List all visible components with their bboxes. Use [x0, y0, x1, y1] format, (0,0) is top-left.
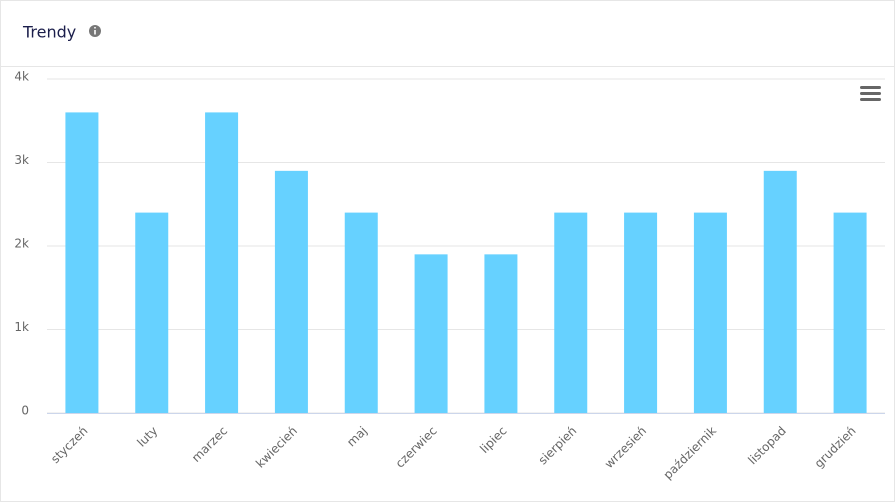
y-tick-label: 2k [14, 237, 29, 251]
chart-title: Trendy [22, 23, 76, 42]
bar [135, 212, 169, 413]
bar [414, 254, 448, 413]
bar [484, 254, 518, 413]
bar [624, 212, 658, 413]
y-tick-label: 3k [14, 153, 29, 167]
bar [693, 212, 727, 413]
bar [833, 212, 867, 413]
bar [763, 170, 797, 413]
y-tick-label: 1k [14, 320, 29, 334]
info-icon[interactable] [89, 25, 101, 37]
bar [554, 212, 588, 413]
y-tick-label: 0 [21, 404, 29, 418]
bar [65, 112, 99, 414]
bar [344, 212, 378, 413]
bar [205, 112, 239, 414]
bar [274, 170, 308, 413]
y-tick-label: 4k [14, 70, 29, 84]
menu-button[interactable] [860, 86, 881, 101]
